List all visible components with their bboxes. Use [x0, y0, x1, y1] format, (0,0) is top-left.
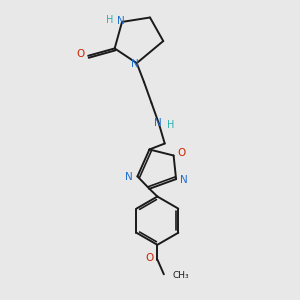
- Text: O: O: [77, 49, 85, 59]
- Text: N: N: [154, 118, 162, 128]
- Text: H: H: [106, 15, 113, 26]
- Text: H: H: [167, 120, 174, 130]
- Text: N: N: [125, 172, 133, 182]
- Text: O: O: [178, 148, 186, 158]
- Text: CH₃: CH₃: [172, 271, 189, 280]
- Text: N: N: [117, 16, 124, 26]
- Text: N: N: [131, 59, 139, 69]
- Text: O: O: [145, 254, 153, 263]
- Text: N: N: [180, 175, 188, 185]
